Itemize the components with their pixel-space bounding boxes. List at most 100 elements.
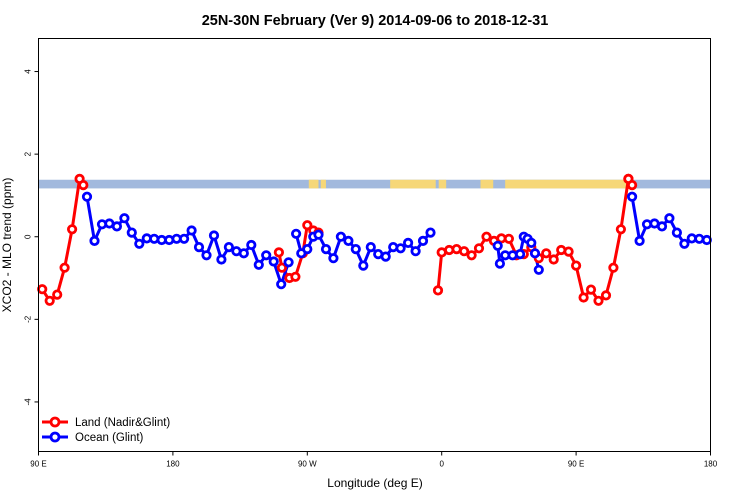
ocean-data-point (179, 233, 190, 244)
ocean-data-point (134, 238, 145, 249)
land-data-point (432, 285, 444, 296)
land-data-point (593, 295, 604, 306)
x-tick-label: 180 (166, 460, 180, 469)
land-data-point (473, 243, 485, 254)
ocean-data-point (186, 225, 197, 236)
land-data-point (600, 290, 612, 301)
ocean-data-point (193, 242, 205, 253)
land-data-point (578, 292, 589, 303)
land-data-point (276, 262, 287, 273)
land-data-point (458, 246, 470, 257)
ocean-data-point (261, 250, 272, 261)
band-land-segment (308, 179, 319, 189)
land-data-point (608, 262, 619, 273)
band-land-segment (480, 179, 494, 189)
ocean-data-point (492, 240, 503, 251)
ocean-data-point (425, 227, 436, 238)
ocean-data-point (343, 235, 354, 246)
x-tick-label: 90 E (30, 460, 46, 469)
ocean-data-point (634, 235, 645, 246)
chart-title: 25N-30N February (Ver 9) 2014-09-06 to 2… (202, 13, 549, 29)
land-data-point (466, 250, 477, 261)
legend-ocean-label: Ocean (Glint) (75, 432, 144, 444)
land-data-point (548, 254, 559, 265)
x-tick-label: 180 (704, 460, 718, 469)
ocean-series-line (85, 196, 291, 286)
ocean-data-point (283, 257, 294, 268)
ocean-data-point (664, 213, 675, 224)
ocean-data-point (302, 244, 313, 255)
ocean-data-point (671, 227, 683, 238)
land-data-point (302, 220, 313, 231)
plot-frame (38, 38, 711, 452)
ocean-data-point (328, 253, 339, 264)
land-data-point (503, 233, 514, 244)
land-data-point (541, 248, 552, 259)
ocean-data-point (216, 254, 227, 265)
y-axis: -4 -2 0 2 4 (24, 69, 39, 406)
ocean-data-point (365, 242, 376, 253)
ocean-data-point (89, 235, 100, 246)
ocean-data-point (111, 221, 123, 232)
ocean-data-point (320, 244, 332, 255)
legend-land-marker (49, 416, 61, 428)
ocean-data-point (313, 229, 324, 240)
land-data-point (273, 247, 284, 258)
surface-type-band (38, 179, 711, 189)
ocean-data-point (201, 250, 212, 261)
band-ocean (38, 179, 711, 189)
ocean-data-point (290, 228, 302, 239)
band-land-segment (505, 179, 633, 189)
land-data-point (626, 180, 638, 191)
ocean-data-point (238, 248, 249, 259)
band-land-segment (390, 179, 436, 189)
ocean-data-point (679, 238, 690, 249)
y-tick-label: -4 (24, 398, 33, 406)
ocean-data-point (410, 246, 421, 257)
band-land-segment (320, 179, 326, 189)
legend: Land (Nadir&Glint) Ocean (Glint) (42, 416, 170, 444)
band-land-segment (438, 179, 447, 189)
ocean-data-point (529, 248, 541, 259)
y-axis-label: XCO2 - MLO trend (ppm) (0, 178, 14, 313)
land-data-point (52, 289, 63, 300)
land-data-point (59, 262, 70, 273)
ocean-data-point (253, 259, 264, 270)
ocean-data-point (223, 242, 234, 253)
ocean-data-point (81, 191, 93, 202)
ocean-data-point (417, 235, 429, 246)
ocean-data-point (533, 264, 544, 275)
ocean-data-point (380, 251, 391, 262)
y-tick-label: 0 (24, 234, 33, 239)
ocean-data-point (526, 237, 537, 248)
x-axis-label: Longitude (deg E) (327, 476, 422, 490)
land-data-point (290, 271, 301, 282)
x-tick-label: 0 (439, 460, 444, 469)
land-data-point (44, 295, 55, 306)
y-tick-label: 2 (24, 151, 33, 156)
ocean-data-point (494, 258, 505, 269)
ocean-data-point (268, 256, 279, 267)
land-data-point (615, 224, 627, 235)
x-axis: 90 E 180 90 W 0 90 E 180 (30, 451, 718, 469)
ocean-data-point (402, 237, 414, 248)
ocean-data-point (626, 191, 638, 202)
ocean-data-point (126, 227, 137, 238)
ocean-data-point (701, 234, 712, 246)
ocean-data-point (335, 231, 346, 242)
ocean-data-point (119, 213, 130, 224)
ocean-data-point (514, 249, 526, 260)
ocean-data-point (358, 260, 369, 271)
land-data-point (37, 284, 48, 295)
x-tick-label: 90 W (298, 460, 317, 469)
x-tick-label: 90 E (568, 460, 584, 469)
land-data-point (481, 231, 492, 242)
ocean-data-point (395, 243, 406, 254)
land-data-point (563, 246, 574, 257)
ocean-data-point (246, 239, 257, 251)
y-tick-label: 4 (24, 69, 33, 74)
land-data-point (570, 260, 582, 271)
land-data-point (78, 180, 89, 191)
series-layer (37, 173, 712, 306)
